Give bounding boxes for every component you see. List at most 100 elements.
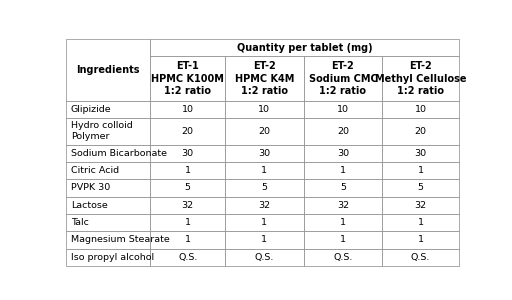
- Bar: [304, 56, 382, 100]
- Bar: [304, 196, 382, 214]
- Text: 5: 5: [261, 184, 267, 193]
- Bar: [382, 118, 459, 145]
- Text: Q.S.: Q.S.: [254, 253, 274, 262]
- Bar: [225, 196, 304, 214]
- Bar: [151, 231, 225, 248]
- Text: 30: 30: [337, 149, 349, 158]
- Bar: [382, 248, 459, 266]
- Bar: [382, 179, 459, 197]
- Text: 1: 1: [340, 166, 346, 175]
- Bar: [225, 100, 304, 118]
- Text: 1: 1: [261, 218, 267, 227]
- Text: 1: 1: [185, 236, 191, 244]
- Bar: [66, 231, 151, 248]
- Bar: [66, 248, 151, 266]
- Bar: [225, 214, 304, 231]
- Bar: [304, 145, 382, 162]
- Text: Iso propyl alcohol: Iso propyl alcohol: [71, 253, 154, 262]
- Bar: [304, 231, 382, 248]
- Text: 20: 20: [337, 127, 349, 136]
- Text: 5: 5: [340, 184, 346, 193]
- Bar: [151, 248, 225, 266]
- Text: PVPK 30: PVPK 30: [71, 184, 110, 193]
- Text: Ingredients: Ingredients: [76, 65, 140, 75]
- Bar: [225, 56, 304, 100]
- Bar: [382, 162, 459, 179]
- Bar: [304, 162, 382, 179]
- Text: 10: 10: [415, 105, 426, 114]
- Text: 1: 1: [340, 218, 346, 227]
- Bar: [151, 118, 225, 145]
- Bar: [304, 100, 382, 118]
- Bar: [151, 214, 225, 231]
- Bar: [225, 145, 304, 162]
- Text: 1: 1: [417, 166, 423, 175]
- Text: 1: 1: [261, 236, 267, 244]
- Text: 1: 1: [185, 218, 191, 227]
- Bar: [382, 196, 459, 214]
- Bar: [225, 118, 304, 145]
- Text: 10: 10: [182, 105, 194, 114]
- Bar: [66, 40, 151, 100]
- Bar: [382, 231, 459, 248]
- Text: Q.S.: Q.S.: [178, 253, 198, 262]
- Text: 1: 1: [185, 166, 191, 175]
- Bar: [225, 248, 304, 266]
- Text: Lactose: Lactose: [71, 201, 108, 210]
- Bar: [382, 145, 459, 162]
- Bar: [304, 179, 382, 197]
- Text: Hydro colloid
Polymer: Hydro colloid Polymer: [71, 121, 133, 141]
- Bar: [225, 231, 304, 248]
- Text: 30: 30: [414, 149, 426, 158]
- Text: Magnesium Stearate: Magnesium Stearate: [71, 236, 169, 244]
- Bar: [304, 248, 382, 266]
- Bar: [151, 162, 225, 179]
- Bar: [382, 100, 459, 118]
- Text: ET-2
Sodium CMC
1:2 ratio: ET-2 Sodium CMC 1:2 ratio: [309, 61, 377, 96]
- Text: Talc: Talc: [71, 218, 89, 227]
- Bar: [304, 214, 382, 231]
- Text: 32: 32: [414, 201, 426, 210]
- Bar: [66, 162, 151, 179]
- Text: 32: 32: [258, 201, 270, 210]
- Bar: [225, 162, 304, 179]
- Text: 5: 5: [417, 184, 423, 193]
- Bar: [66, 214, 151, 231]
- Bar: [151, 179, 225, 197]
- Bar: [382, 214, 459, 231]
- Text: Quantity per tablet (mg): Quantity per tablet (mg): [237, 43, 372, 53]
- Bar: [66, 100, 151, 118]
- Text: 10: 10: [259, 105, 270, 114]
- Bar: [66, 179, 151, 197]
- Text: 1: 1: [417, 218, 423, 227]
- Bar: [151, 196, 225, 214]
- Text: 1: 1: [340, 236, 346, 244]
- Text: 20: 20: [415, 127, 426, 136]
- Text: ET-1
HPMC K100M
1:2 ratio: ET-1 HPMC K100M 1:2 ratio: [152, 61, 224, 96]
- Bar: [66, 196, 151, 214]
- Text: 32: 32: [182, 201, 194, 210]
- Text: ET-2
Methyl Cellulose
1:2 ratio: ET-2 Methyl Cellulose 1:2 ratio: [375, 61, 466, 96]
- Text: 1: 1: [261, 166, 267, 175]
- Text: Citric Acid: Citric Acid: [71, 166, 119, 175]
- Text: 1: 1: [417, 236, 423, 244]
- Text: Sodium Bicarbonate: Sodium Bicarbonate: [71, 149, 167, 158]
- Text: 20: 20: [182, 127, 194, 136]
- Text: 5: 5: [185, 184, 191, 193]
- Text: Q.S.: Q.S.: [411, 253, 430, 262]
- Text: 32: 32: [337, 201, 349, 210]
- Bar: [151, 40, 459, 56]
- Text: 30: 30: [258, 149, 270, 158]
- Bar: [151, 145, 225, 162]
- Bar: [66, 118, 151, 145]
- Text: 20: 20: [259, 127, 270, 136]
- Text: ET-2
HPMC K4M
1:2 ratio: ET-2 HPMC K4M 1:2 ratio: [234, 61, 294, 96]
- Bar: [151, 56, 225, 100]
- Text: 10: 10: [337, 105, 349, 114]
- Bar: [225, 179, 304, 197]
- Bar: [151, 100, 225, 118]
- Text: Glipizide: Glipizide: [71, 105, 112, 114]
- Text: Q.S.: Q.S.: [333, 253, 353, 262]
- Bar: [304, 118, 382, 145]
- Text: 30: 30: [182, 149, 194, 158]
